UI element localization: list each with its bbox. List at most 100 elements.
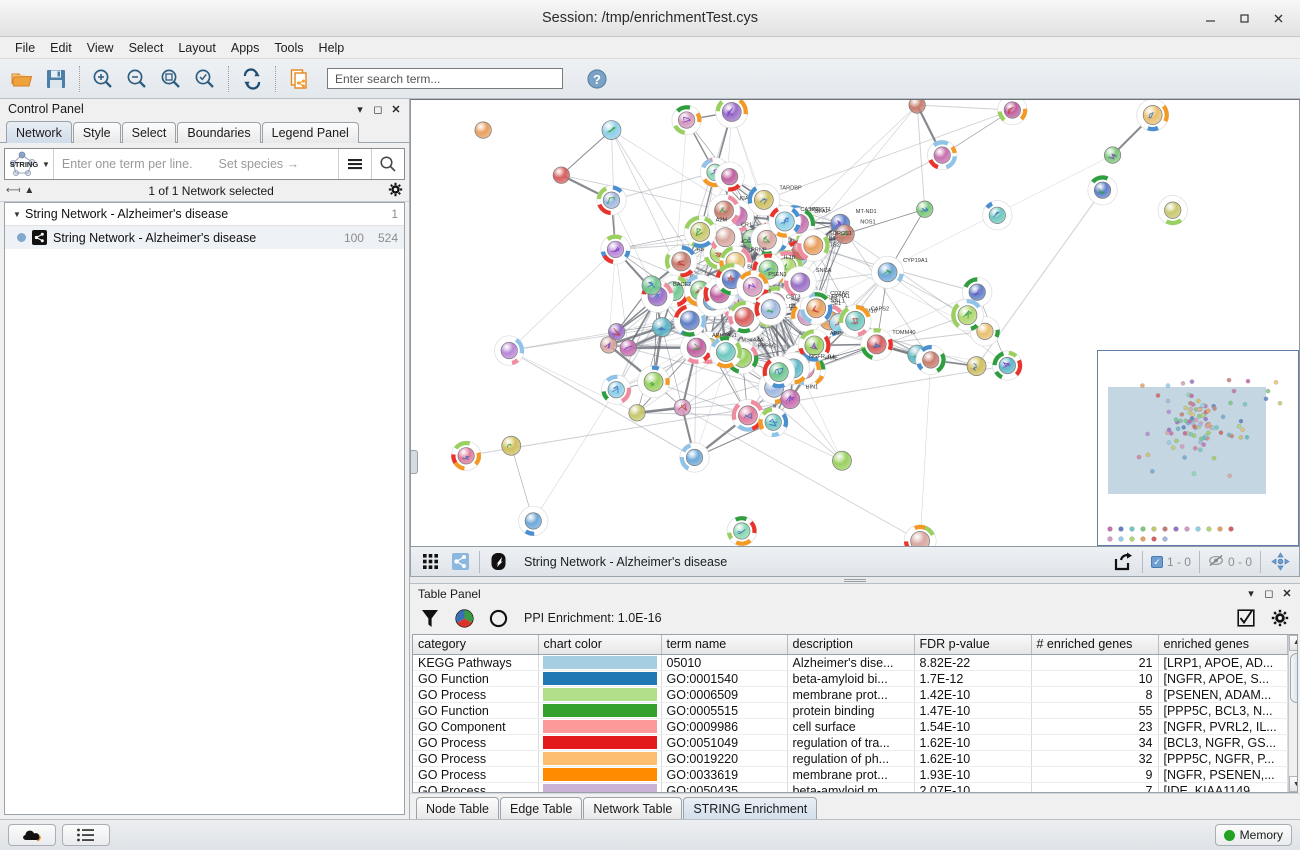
table-row[interactable]: GO Process GO:0051049 regulation of tra...…	[413, 734, 1288, 752]
fit-content-icon[interactable]	[1265, 549, 1295, 575]
expand-all-icon[interactable]: ▲	[24, 185, 35, 196]
close-button[interactable]	[1262, 5, 1294, 33]
tree-row-network[interactable]: String Network - Alzheimer's disease 100…	[5, 226, 404, 249]
network-node[interactable]	[806, 298, 827, 319]
table-vertical-scrollbar[interactable]: ▲ ▼	[1287, 634, 1297, 792]
string-dropdown-icon[interactable]: ▼	[42, 159, 50, 169]
network-node[interactable]	[916, 200, 934, 218]
menu-tools[interactable]: Tools	[274, 40, 304, 55]
table-panel-dropdown-icon[interactable]: ▾	[1248, 588, 1254, 601]
zoom-fit-icon[interactable]	[155, 63, 187, 95]
enrichment-table-container[interactable]: category chart color term name descripti…	[412, 633, 1298, 793]
network-node[interactable]	[804, 335, 825, 356]
col-enriched-genes[interactable]: enriched genes	[1158, 634, 1288, 656]
hamburger-icon[interactable]	[339, 149, 371, 179]
network-node[interactable]	[721, 168, 739, 186]
network-node[interactable]	[678, 111, 696, 129]
panel-splitter[interactable]	[410, 577, 1300, 584]
network-node[interactable]	[976, 322, 994, 340]
network-view[interactable]: MT-ND2MT-ND1VSNL1GAB2INS1ABCA7CHATACHEAD…	[410, 99, 1300, 547]
network-node[interactable]	[501, 435, 522, 456]
zoom-selected-icon[interactable]	[189, 63, 221, 95]
birds-eye-view[interactable]	[1097, 350, 1299, 546]
network-node[interactable]	[690, 222, 711, 242]
network-graph-canvas[interactable]: MT-ND2MT-ND1VSNL1GAB2INS1ABCA7CHATACHEAD…	[411, 100, 1299, 547]
gear-icon[interactable]	[388, 182, 403, 200]
table-row[interactable]: GO Function GO:0001540 beta-amyloid bi... 1…	[413, 670, 1288, 688]
network-node[interactable]	[721, 102, 742, 122]
zoom-in-icon[interactable]	[87, 63, 119, 95]
birds-eye-viewport-rect[interactable]	[1108, 387, 1266, 494]
network-node[interactable]	[734, 307, 755, 327]
col-term-name[interactable]: term name	[661, 634, 788, 656]
minimize-button[interactable]	[1194, 5, 1226, 33]
control-panel-dropdown-icon[interactable]: ▾	[357, 103, 363, 116]
string-style-icon[interactable]	[445, 549, 475, 575]
maximize-button[interactable]	[1228, 5, 1260, 33]
network-node[interactable]	[686, 337, 707, 358]
set-species-link[interactable]: Set species →	[218, 157, 300, 171]
chevron-down-icon[interactable]: ▼	[13, 209, 21, 219]
help-icon[interactable]: ?	[581, 63, 613, 95]
network-node[interactable]	[619, 339, 637, 357]
table-panel-close-icon[interactable]: ✕	[1282, 588, 1292, 601]
list-icon[interactable]	[62, 824, 110, 846]
network-node[interactable]	[643, 371, 664, 392]
scroll-down-arrow-icon[interactable]: ▼	[1288, 776, 1297, 792]
table-row[interactable]: GO Process GO:0006509 membrane prot... 1.42…	[413, 686, 1288, 704]
network-node[interactable]	[922, 351, 940, 369]
tab-boundaries[interactable]: Boundaries	[177, 122, 261, 143]
network-node[interactable]	[474, 121, 492, 139]
menu-edit[interactable]: Edit	[50, 40, 72, 55]
network-node[interactable]	[760, 299, 781, 320]
network-node[interactable]	[832, 450, 852, 471]
network-node[interactable]	[500, 341, 518, 360]
donut-chart-icon[interactable]	[486, 606, 510, 630]
network-node[interactable]	[790, 272, 811, 293]
control-panel-float-icon[interactable]: ◻	[373, 103, 383, 116]
network-node[interactable]	[1093, 181, 1112, 199]
menu-layout[interactable]: Layout	[178, 40, 216, 55]
col-category[interactable]: category	[413, 634, 539, 656]
network-node[interactable]	[1142, 105, 1163, 125]
menu-apps[interactable]: Apps	[230, 40, 260, 55]
network-node[interactable]	[845, 311, 866, 331]
draw-shape-icon[interactable]	[484, 549, 514, 575]
menu-help[interactable]: Help	[318, 40, 345, 55]
tab-legend-panel[interactable]: Legend Panel	[261, 122, 359, 143]
network-node[interactable]	[988, 206, 1006, 224]
search-input[interactable]	[327, 68, 563, 89]
table-row[interactable]: GO Component GO:0009986 cell surface 1.54E-…	[413, 718, 1288, 736]
network-node[interactable]	[714, 200, 734, 221]
scroll-up-arrow-icon[interactable]: ▲	[1288, 634, 1297, 651]
zoom-out-icon[interactable]	[121, 63, 153, 95]
network-node[interactable]	[877, 262, 898, 283]
network-node[interactable]	[673, 399, 691, 417]
scrollbar-thumb[interactable]	[1289, 652, 1297, 703]
network-node[interactable]	[679, 310, 700, 331]
gear-icon[interactable]	[1268, 606, 1292, 630]
col-enriched-count[interactable]: # enriched genes	[1031, 634, 1159, 656]
table-row[interactable]: GO Function GO:0005515 protein binding 1.47…	[413, 702, 1288, 720]
export-icon[interactable]	[1108, 549, 1138, 575]
select-all-checkbox-icon[interactable]	[1234, 606, 1258, 630]
tab-select[interactable]: Select	[121, 122, 177, 143]
network-nodes[interactable]: MT-ND2MT-ND1VSNL1GAB2INS1ABCA7CHATACHEAD…	[451, 100, 1188, 547]
table-row[interactable]: GO Process GO:0050435 beta-amyloid m... 2.0…	[413, 782, 1288, 792]
network-node[interactable]	[1164, 201, 1182, 219]
tab-edge-table[interactable]: Edge Table	[500, 797, 583, 819]
tab-network-table[interactable]: Network Table	[583, 797, 683, 819]
network-node[interactable]	[780, 389, 801, 409]
save-icon[interactable]	[40, 63, 72, 95]
network-node[interactable]	[803, 235, 824, 256]
col-description[interactable]: description	[787, 634, 915, 656]
network-node[interactable]	[957, 305, 978, 326]
panel-resize-handle[interactable]	[411, 450, 418, 474]
table-row[interactable]: KEGG Pathways 05010 Alzheimer's dise... 8.8…	[413, 654, 1288, 672]
network-node[interactable]	[552, 166, 570, 184]
network-node[interactable]	[910, 531, 931, 547]
col-chart-color[interactable]: chart color	[538, 634, 662, 656]
network-node[interactable]	[602, 191, 621, 209]
tab-network[interactable]: Network	[6, 121, 72, 143]
control-panel-close-icon[interactable]: ✕	[391, 103, 401, 116]
